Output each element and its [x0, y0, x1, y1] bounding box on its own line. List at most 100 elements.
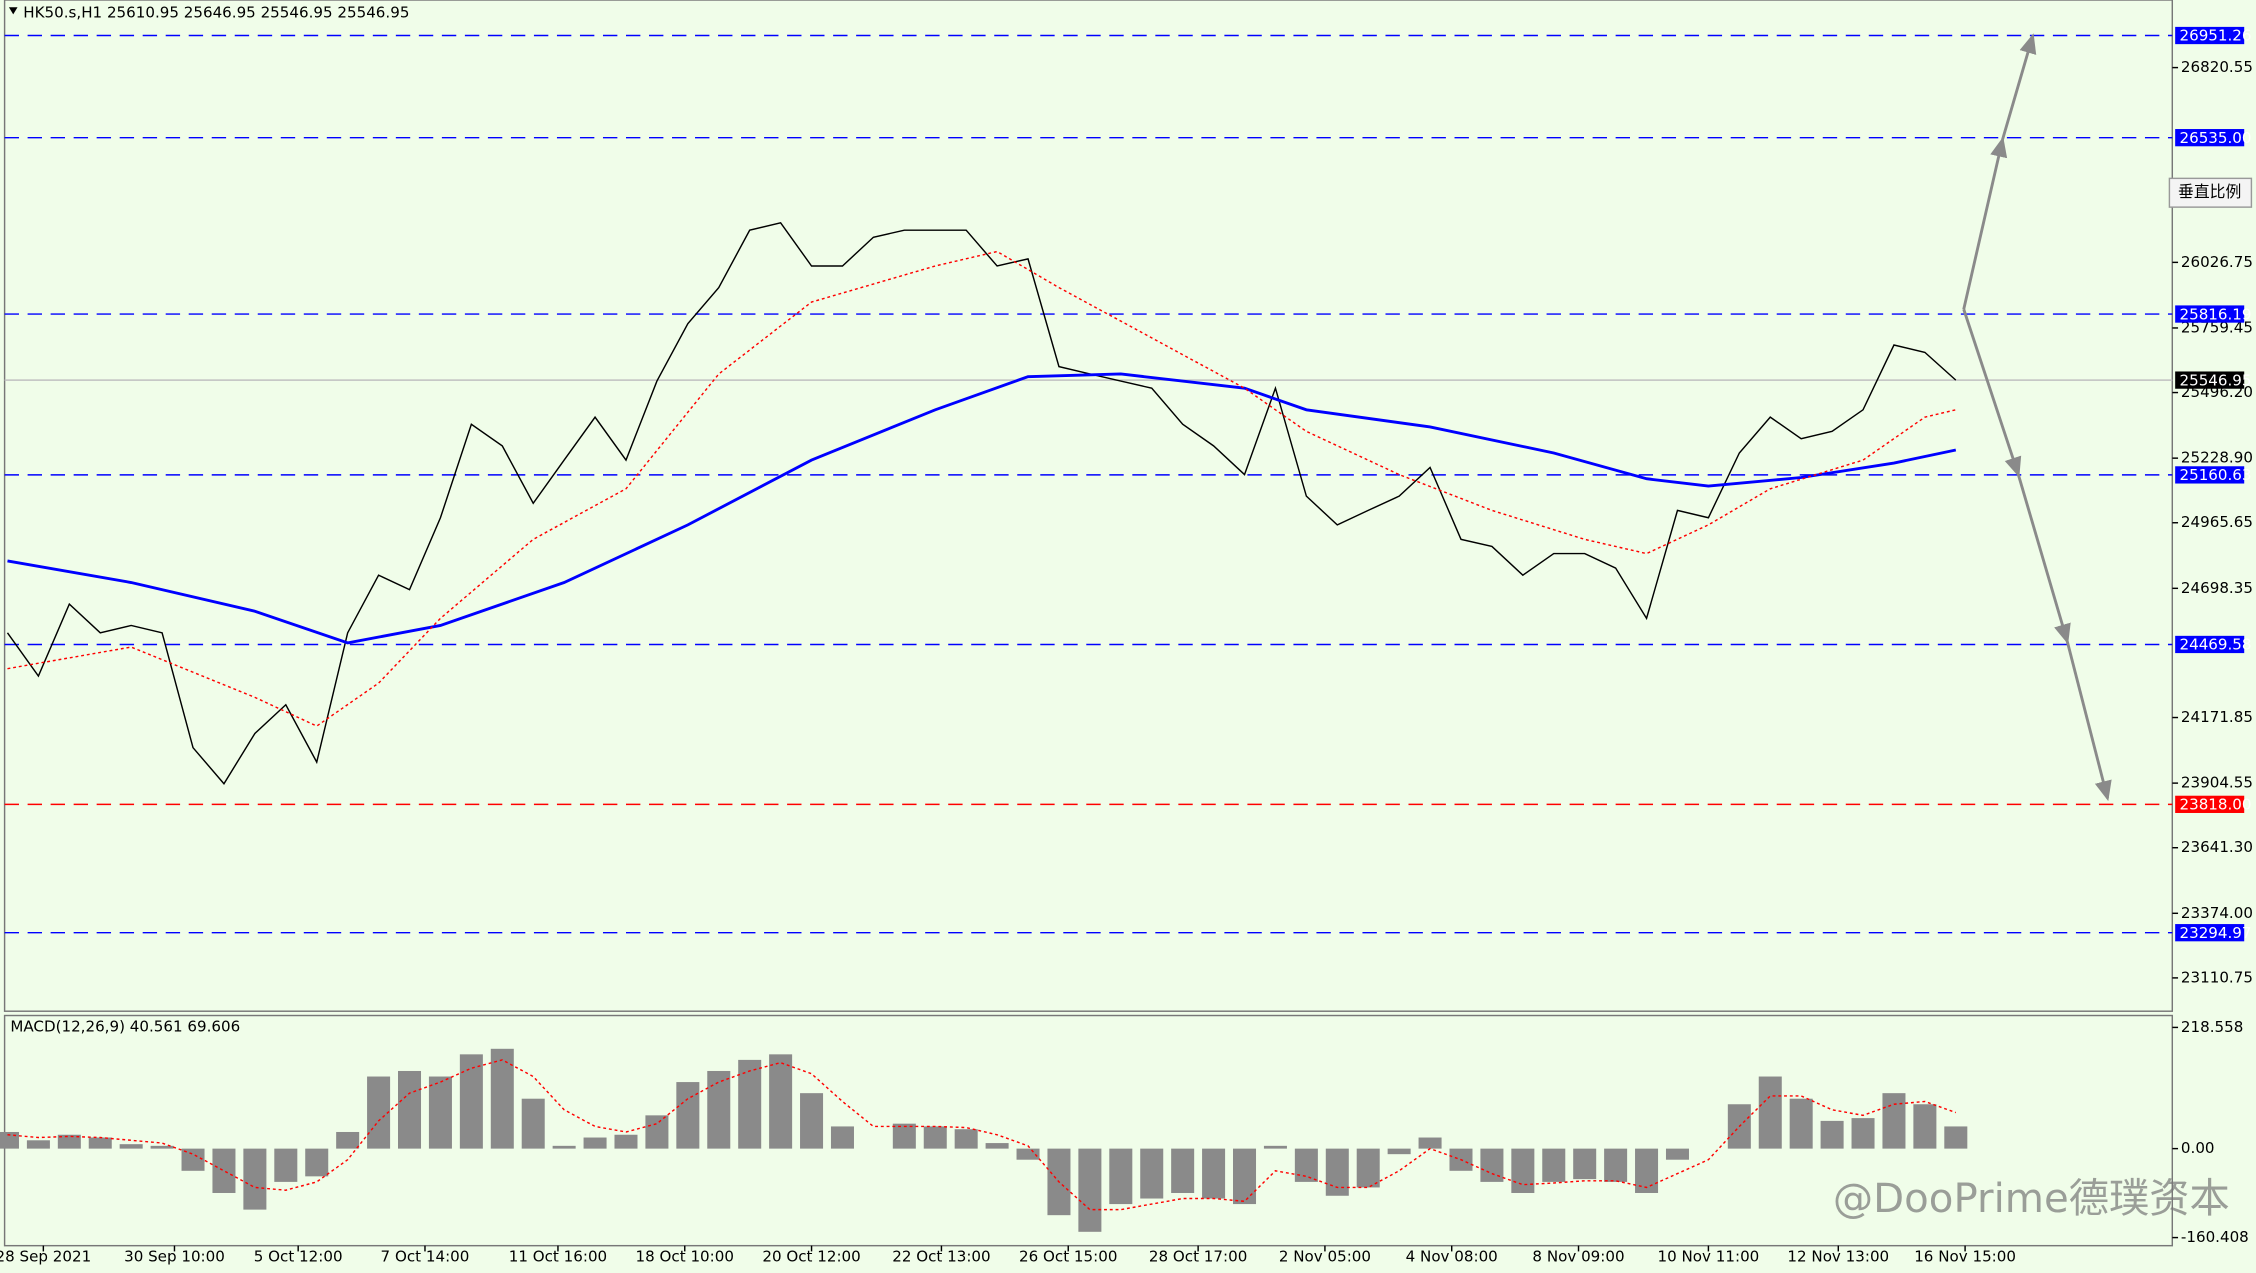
x-tick-label: 20 Oct 12:00	[762, 1248, 860, 1266]
arrow	[2065, 641, 2112, 802]
histogram-bar	[923, 1126, 947, 1149]
macd-panel-border	[3, 1014, 2174, 1247]
histogram-bar	[1851, 1118, 1875, 1149]
histogram-bar	[1758, 1076, 1782, 1149]
histogram-bar	[1325, 1148, 1349, 1196]
y-tick-label: 24698.35	[2181, 579, 2253, 597]
histogram-bar	[1882, 1093, 1906, 1149]
y-tick-label: 24965.65	[2181, 513, 2253, 531]
moving-average	[7, 250, 1956, 727]
y-tick-label: 23374.00	[2181, 904, 2253, 922]
level-label-box	[2175, 466, 2245, 484]
x-tick-label: 16 Nov 15:00	[1914, 1248, 2016, 1266]
y-tick-label: 218.558	[2181, 1018, 2243, 1036]
histogram-bar	[0, 1131, 19, 1149]
y-tick-label: 26026.75	[2181, 253, 2253, 271]
y-tick-label: 24171.85	[2181, 708, 2253, 726]
chart-title: HK50.s,H1 25610.95 25646.95 25546.95 255…	[23, 3, 409, 21]
histogram-bar	[769, 1054, 793, 1149]
x-tick-label: 5 Oct 12:00	[254, 1248, 343, 1266]
level-label: 24469.58	[2179, 636, 2251, 654]
y-tick-label: -160.408	[2181, 1228, 2249, 1246]
histogram-bar	[88, 1137, 112, 1149]
dropdown-icon[interactable]	[8, 7, 18, 15]
level-label: 25816.19	[2179, 305, 2251, 323]
histogram-bar	[1604, 1148, 1628, 1182]
histogram-bar	[181, 1148, 205, 1171]
x-tick-label: 26 Oct 15:00	[1019, 1248, 1117, 1266]
scale-button[interactable]	[2168, 177, 2253, 208]
x-tick-label: 28 Oct 17:00	[1149, 1248, 1247, 1266]
y-tick-label: 25759.45	[2181, 318, 2253, 336]
x-tick-label: 22 Oct 13:00	[892, 1248, 990, 1266]
histogram-bar	[707, 1070, 731, 1149]
arrow	[1962, 136, 2008, 310]
x-tick-label: 10 Nov 11:00	[1658, 1248, 1760, 1266]
histogram-bar	[614, 1134, 638, 1149]
plot-area: 26820.5526026.7525759.4525496.2025228.90…	[0, 27, 2253, 1266]
histogram-bar	[1542, 1148, 1566, 1182]
histogram-bar	[119, 1144, 143, 1149]
histogram-bar	[738, 1059, 762, 1149]
histogram-bar	[1573, 1148, 1597, 1180]
histogram-bar	[1635, 1148, 1659, 1193]
level-label-box	[2175, 305, 2245, 323]
level-label: 25160.63	[2179, 466, 2251, 484]
signal-line	[7, 1059, 1957, 1211]
level-label: 26951.26	[2179, 27, 2251, 45]
x-tick-label: 7 Oct 14:00	[381, 1248, 470, 1266]
histogram-bar	[1140, 1148, 1164, 1199]
level-label-box	[2175, 26, 2245, 45]
histogram-bar	[521, 1098, 545, 1149]
histogram-bar	[398, 1070, 422, 1149]
histogram-bar	[1511, 1148, 1535, 1193]
histogram-bar	[1263, 1145, 1287, 1149]
y-tick-label: 26820.55	[2181, 58, 2253, 76]
histogram-bar	[552, 1145, 576, 1149]
histogram-bar	[1233, 1148, 1257, 1205]
histogram-bar	[1820, 1120, 1844, 1149]
histogram-bar	[1202, 1148, 1226, 1199]
histogram-bar	[367, 1076, 391, 1149]
histogram-bar	[1665, 1148, 1689, 1160]
histogram-bar	[490, 1048, 514, 1149]
y-tick-label: 23110.75	[2181, 968, 2253, 986]
histogram-bar	[1171, 1148, 1195, 1193]
y-tick-label: 23904.55	[2181, 774, 2253, 792]
forecast-arrows	[1962, 33, 2112, 802]
histogram-bar	[1944, 1126, 1968, 1149]
histogram-bar	[428, 1076, 452, 1149]
moving-average	[7, 372, 1957, 645]
histogram-bar	[57, 1134, 81, 1149]
histogram-bar	[1387, 1148, 1411, 1155]
histogram-bar	[800, 1093, 824, 1149]
histogram-bar	[985, 1143, 1009, 1149]
histogram-bar	[459, 1054, 483, 1149]
x-tick-label: 18 Oct 10:00	[636, 1248, 734, 1266]
level-label-box	[2175, 924, 2245, 942]
histogram-bar	[336, 1131, 360, 1149]
level-label-box	[2175, 129, 2245, 147]
histogram-bar	[274, 1148, 298, 1182]
x-tick-label: 30 Sep 10:00	[124, 1248, 225, 1266]
histogram-bar	[1789, 1098, 1813, 1149]
arrow	[2017, 474, 2071, 645]
histogram-bar	[583, 1137, 607, 1149]
histogram-bar	[1078, 1148, 1102, 1232]
y-tick-label: 0.00	[2181, 1139, 2215, 1157]
histogram-bar	[1913, 1104, 1937, 1149]
y-tick-label: 25228.90	[2181, 449, 2253, 467]
main-panel-border	[3, 0, 2174, 1012]
histogram-bar	[830, 1126, 854, 1149]
scale-button-label[interactable]: 垂直比例	[2178, 182, 2241, 201]
histogram-bar	[243, 1148, 267, 1210]
macd-title: MACD(12,26,9) 40.561 69.606	[10, 1018, 240, 1036]
y-tick-label: 23641.30	[2181, 838, 2253, 856]
x-tick-label: 11 Oct 16:00	[509, 1248, 607, 1266]
histogram-bar	[892, 1123, 916, 1149]
level-label: 23294.97	[2179, 924, 2251, 942]
watermark: @DooPrime德璞资本	[1833, 1176, 2230, 1222]
histogram-bar	[676, 1082, 700, 1149]
